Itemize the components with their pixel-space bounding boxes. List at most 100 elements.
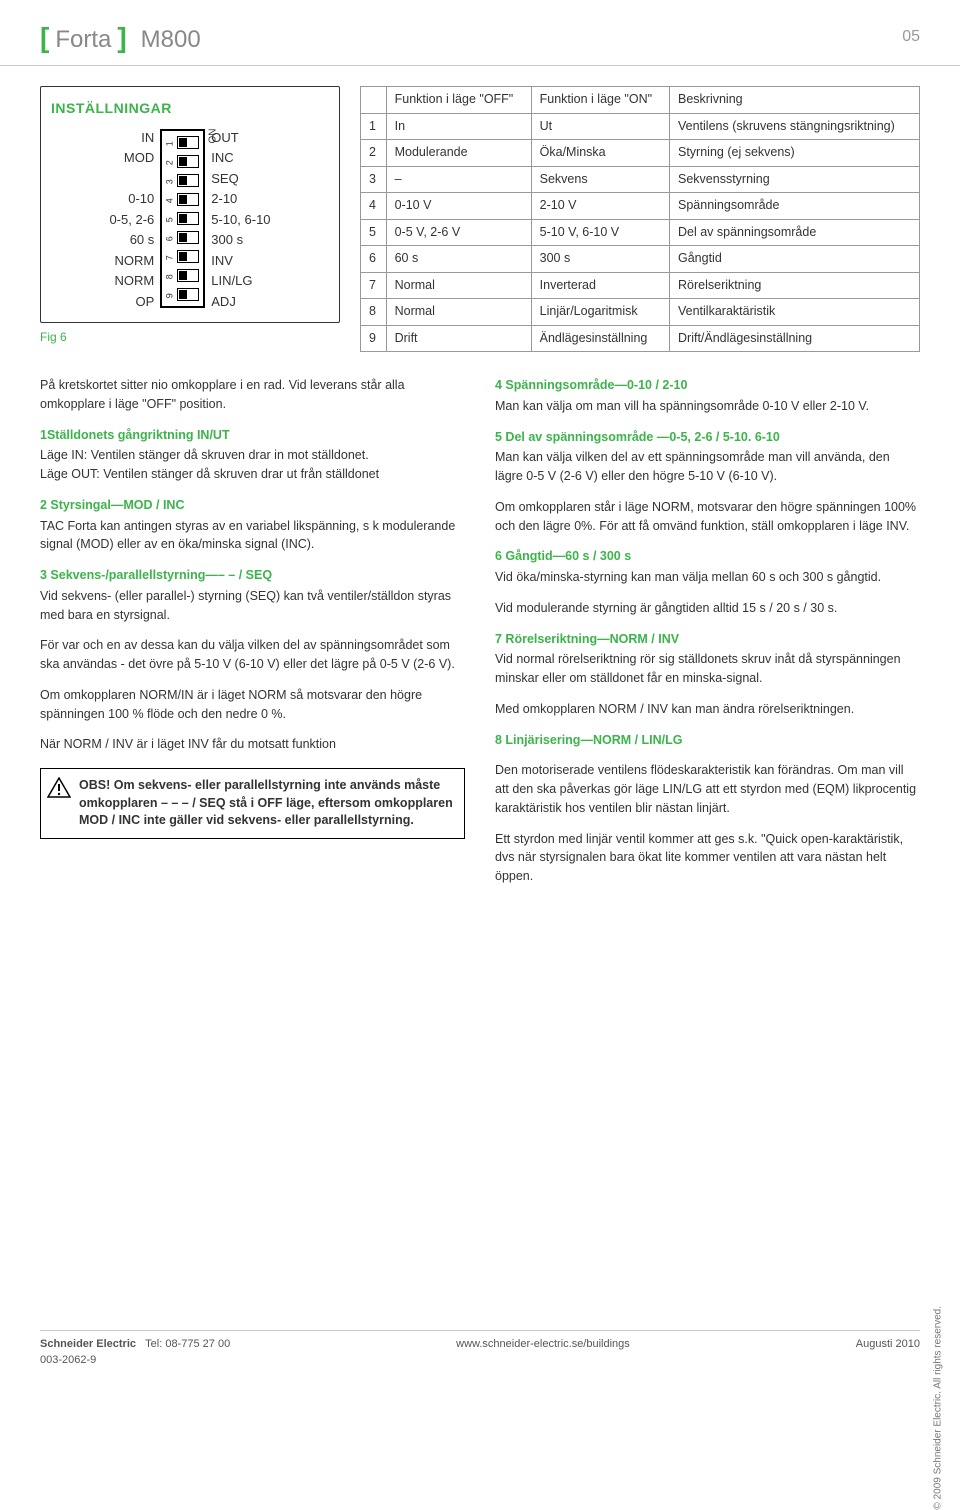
dip-number: 2 (164, 157, 177, 165)
section-5-head: 5 Del av spänningsområde —0-5, 2-6 / 5-1… (495, 428, 920, 447)
section-1a: Läge IN: Ventilen stänger då skruven dra… (40, 448, 369, 462)
dip-number: 5 (164, 214, 177, 222)
dip-switch (177, 155, 199, 168)
dip-right-label: 2-10 (211, 190, 270, 209)
dip-number: 7 (164, 252, 177, 260)
table-cell: Öka/Minska (531, 140, 669, 167)
dip-switch-row: 2 (166, 152, 199, 171)
copyright-text: © 2009 Schneider Electric. All rights re… (932, 1306, 946, 1510)
dip-switch (177, 269, 199, 282)
dip-right-label: LIN/LG (211, 272, 270, 291)
table-cell: 7 (361, 272, 387, 299)
dip-number: 8 (164, 271, 177, 279)
table-cell: Rörelseriktning (670, 272, 920, 299)
table-header: Funktion i läge "ON" (531, 87, 669, 114)
dip-on-label: ON (207, 128, 221, 143)
table-cell: Modulerande (386, 140, 531, 167)
dip-switch-row: 8 (166, 266, 199, 285)
table-cell: – (386, 166, 531, 193)
table-row: 3–SekvensSekvensstyrning (361, 166, 920, 193)
table-row: 9DriftÄndlägesinställningDrift/Ändlägesi… (361, 325, 920, 352)
warning-box: OBS! Om sekvens- eller parallellstyrning… (40, 768, 465, 839)
dip-switch (177, 174, 199, 187)
section-3-head: 3 Sekvens-/parallellstyrning—– – / SEQ (40, 566, 465, 585)
table-header-row: Funktion i läge "OFF"Funktion i läge "ON… (361, 87, 920, 114)
section-7b: Med omkopplaren NORM / INV kan man ändra… (495, 700, 920, 719)
dip-switch-row: 7 (166, 247, 199, 266)
table-cell: 300 s (531, 246, 669, 273)
dip-switch-row: 9 (166, 285, 199, 304)
body-columns: På kretskortet sitter nio omkopplare i e… (0, 352, 960, 898)
section-6b: Vid modulerande styrning är gångtiden al… (495, 599, 920, 618)
dip-switch-block: ON 123456789 (160, 129, 205, 308)
dip-right-label: INC (211, 149, 270, 168)
brand-name: Forta (55, 23, 111, 57)
table-cell: 0-5 V, 2-6 V (386, 219, 531, 246)
bracket-open: [ (40, 18, 49, 57)
dip-right-label: INV (211, 252, 270, 271)
section-5b: Om omkopplaren står i läge NORM, motsvar… (495, 498, 920, 536)
dip-left-label: IN (109, 129, 154, 148)
section-4: 4 Spänningsområde—0-10 / 2-10 Man kan vä… (495, 376, 920, 416)
table-row: 8NormalLinjär/LogaritmiskVentilkaraktäri… (361, 299, 920, 326)
table-cell: Drift/Ändlägesinställning (670, 325, 920, 352)
section-8-head-p: 8 Linjärisering—NORM / LIN/LG (495, 731, 920, 750)
intro-text: På kretskortet sitter nio omkopplare i e… (40, 376, 465, 414)
table-cell: 4 (361, 193, 387, 220)
dip-container: INSTÄLLNINGAR INMOD 0-100-5, 2-660 sNORM… (40, 86, 340, 352)
footer-company: Schneider Electric (40, 1338, 136, 1350)
dip-left-label: MOD (109, 149, 154, 168)
table-cell: Inverterad (531, 272, 669, 299)
table-cell: Normal (386, 299, 531, 326)
table-cell: Del av spänningsområde (670, 219, 920, 246)
dip-switch (177, 212, 199, 225)
dip-right-labels: OUTINCSEQ2-105-10, 6-10300 sINVLIN/LGADJ (211, 129, 270, 312)
table-cell: Ut (531, 113, 669, 140)
section-3c: Om omkopplaren NORM/IN är i läget NORM s… (40, 686, 465, 724)
dip-right-label: 5-10, 6-10 (211, 211, 270, 230)
left-column: På kretskortet sitter nio omkopplare i e… (40, 376, 465, 898)
dip-left-label: 0-10 (109, 190, 154, 209)
dip-left-label: OP (109, 293, 154, 312)
section-1b: Läge OUT: Ventilen stänger då skruven dr… (40, 467, 379, 481)
dip-right-label: SEQ (211, 170, 270, 189)
footer-left: Schneider Electric Tel: 08-775 27 00 003… (40, 1337, 230, 1368)
dip-left-label: 0-5, 2-6 (109, 211, 154, 230)
section-6: 6 Gångtid—60 s / 300 s Vid öka/minska-st… (495, 547, 920, 587)
page-footer: Schneider Electric Tel: 08-775 27 00 003… (40, 1330, 920, 1368)
section-8-head: 8 Linjärisering—NORM / LIN/LG (495, 731, 920, 750)
table-cell: 3 (361, 166, 387, 193)
table-cell: 5-10 V, 6-10 V (531, 219, 669, 246)
table-cell: Ändlägesinställning (531, 325, 669, 352)
table-row: 7NormalInverteradRörelseriktning (361, 272, 920, 299)
table-cell: Styrning (ej sekvens) (670, 140, 920, 167)
dip-switch (177, 288, 199, 301)
section-3d: När NORM / INV är i läget INV får du mot… (40, 735, 465, 754)
table-cell: Sekvens (531, 166, 669, 193)
section-7: 7 Rörelseriktning—NORM / INV Vid normal … (495, 630, 920, 688)
section-3b: För var och en av dessa kan du välja vil… (40, 636, 465, 674)
dip-number: 9 (164, 290, 177, 298)
table-cell: 8 (361, 299, 387, 326)
dip-left-labels: INMOD 0-100-5, 2-660 sNORMNORMOP (109, 129, 154, 312)
dip-left-label: NORM (109, 272, 154, 291)
table-cell: Linjär/Logaritmisk (531, 299, 669, 326)
dip-number: 1 (164, 138, 177, 146)
table-header (361, 87, 387, 114)
warning-icon (47, 777, 71, 798)
table-cell: Spänningsområde (670, 193, 920, 220)
table-cell: 9 (361, 325, 387, 352)
footer-url: www.schneider-electric.se/buildings (230, 1337, 856, 1368)
table-row: 1InUtVentilens (skruvens stängningsriktn… (361, 113, 920, 140)
section-3a-body: Vid sekvens- (eller parallel-) styrning … (40, 589, 451, 622)
function-table: Funktion i läge "OFF"Funktion i läge "ON… (360, 86, 920, 352)
bracket-close: ] (117, 18, 126, 57)
footer-tel: Tel: 08-775 27 00 (145, 1338, 230, 1350)
table-cell: 2 (361, 140, 387, 167)
dip-switch-row: 6 (166, 228, 199, 247)
section-8b: Ett styrdon med linjär ventil kommer att… (495, 830, 920, 886)
dip-left-label (109, 170, 154, 189)
dip-switch-row: 3 (166, 171, 199, 190)
table-cell: Sekvensstyrning (670, 166, 920, 193)
table-header: Beskrivning (670, 87, 920, 114)
